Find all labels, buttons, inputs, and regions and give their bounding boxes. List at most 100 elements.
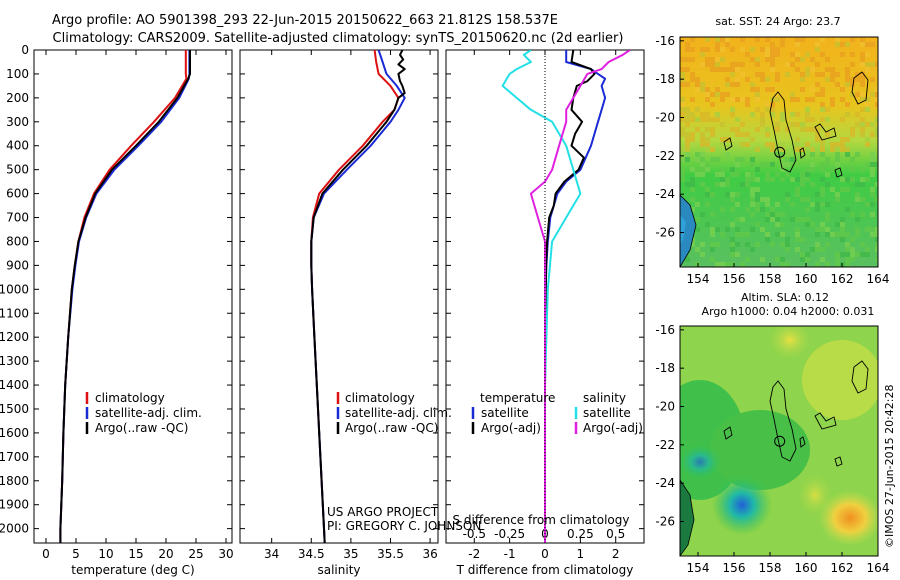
sst-pixel: [815, 242, 820, 247]
sst-pixel: [685, 42, 690, 47]
sst-pixel: [785, 72, 790, 77]
sst-pixel: [820, 87, 825, 92]
sst-pixel: [695, 247, 700, 252]
sst-pixel: [685, 117, 690, 122]
sst-pixel: [870, 122, 875, 127]
sst-pixel: [770, 42, 775, 47]
sst-pixel: [810, 222, 815, 227]
sst-pixel: [750, 82, 755, 87]
x-tick-label: 30: [218, 547, 233, 561]
sst-pixel: [725, 82, 730, 87]
sst-pixel: [850, 77, 855, 82]
sst-pixel: [865, 122, 870, 127]
map-y-tick-label: -22: [655, 438, 675, 452]
sst-pixel: [740, 72, 745, 77]
sst-pixel: [785, 162, 790, 167]
sst-pixel: [795, 52, 800, 57]
sst-pixel: [710, 157, 715, 162]
sst-pixel: [870, 157, 875, 162]
s-difference-axis-label: S difference from climatology: [453, 513, 630, 527]
sst-pixel: [715, 42, 720, 47]
sst-pixel: [780, 147, 785, 152]
sst-pixel: [720, 57, 725, 62]
sst-pixel: [815, 137, 820, 142]
sst-pixel: [770, 52, 775, 57]
map-x-tick-label: 160: [795, 561, 818, 575]
sst-pixel: [860, 82, 865, 87]
sst-pixel: [850, 92, 855, 97]
temperature-panel: [33, 49, 233, 544]
sst-pixel: [780, 152, 785, 157]
sst-pixel: [825, 242, 830, 247]
sst-pixel: [710, 57, 715, 62]
legend-argo: Argo(..raw -QC): [345, 421, 438, 435]
sst-pixel: [830, 187, 835, 192]
sst-pixel: [730, 237, 735, 242]
sst-pixel: [805, 207, 810, 212]
sst-pixel: [855, 232, 860, 237]
sst-pixel: [745, 257, 750, 262]
sst-pixel: [750, 177, 755, 182]
sst-pixel: [765, 127, 770, 132]
sst-pixel: [815, 192, 820, 197]
sst-pixel: [865, 97, 870, 102]
sst-pixel: [750, 197, 755, 202]
sst-pixel: [700, 47, 705, 52]
sst-pixel: [780, 167, 785, 172]
sst-pixel: [835, 142, 840, 147]
depth-tick-label: 600: [6, 187, 29, 201]
sst-pixel: [745, 177, 750, 182]
sst-pixel: [865, 202, 870, 207]
map-x-tick-label: 162: [831, 561, 854, 575]
sst-pixel: [765, 232, 770, 237]
sst-pixel: [800, 252, 805, 257]
sst-pixel: [690, 47, 695, 52]
sst-pixel: [850, 247, 855, 252]
sst-pixel: [815, 262, 820, 267]
sst-pixel: [800, 177, 805, 182]
sst-pixel: [755, 97, 760, 102]
sst-pixel: [810, 147, 815, 152]
legend-header-salinity: salinity: [583, 391, 626, 405]
sst-pixel: [760, 162, 765, 167]
temperature-legend: climatology satellite-adj. clim. Argo(..…: [85, 391, 202, 435]
sst-pixel: [805, 127, 810, 132]
sst-pixel: [700, 112, 705, 117]
sst-pixel: [775, 77, 780, 82]
sst-pixel: [785, 197, 790, 202]
sst-pixel: [735, 77, 740, 82]
sst-pixel: [710, 127, 715, 132]
reef-contour: [814, 412, 837, 430]
sst-pixel: [735, 117, 740, 122]
sst-pixel: [730, 167, 735, 172]
x-tick-label: 34: [264, 547, 279, 561]
sst-pixel: [870, 172, 875, 177]
sst-pixel: [680, 57, 685, 62]
sst-pixel: [875, 247, 878, 252]
sst-pixel: [770, 162, 775, 167]
sst-pixel: [805, 117, 810, 122]
sst-pixel: [740, 142, 745, 147]
sst-pixel: [740, 122, 745, 127]
sst-map-image: [680, 37, 878, 267]
sst-pixel: [810, 117, 815, 122]
s-tick-label: -0.5: [463, 527, 486, 541]
sst-pixel: [685, 67, 690, 72]
legend-climatology: climatology: [345, 391, 415, 405]
sst-pixel: [715, 172, 720, 177]
sst-pixel: [780, 112, 785, 117]
sst-pixel: [765, 202, 770, 207]
sst-pixel: [820, 247, 825, 252]
sst-pixel: [680, 112, 685, 117]
sst-map-frame: [679, 36, 879, 268]
depth-tick-label: 1100: [0, 306, 29, 320]
sst-pixel: [700, 87, 705, 92]
sst-pixel: [875, 127, 878, 132]
reef-contour: [723, 137, 733, 151]
sst-pixel: [775, 152, 780, 157]
sst-pixel: [705, 187, 710, 192]
x-tick-label: 0: [42, 547, 50, 561]
sst-pixel: [755, 197, 760, 202]
sst-pixel: [740, 182, 745, 187]
sst-pixel: [775, 222, 780, 227]
